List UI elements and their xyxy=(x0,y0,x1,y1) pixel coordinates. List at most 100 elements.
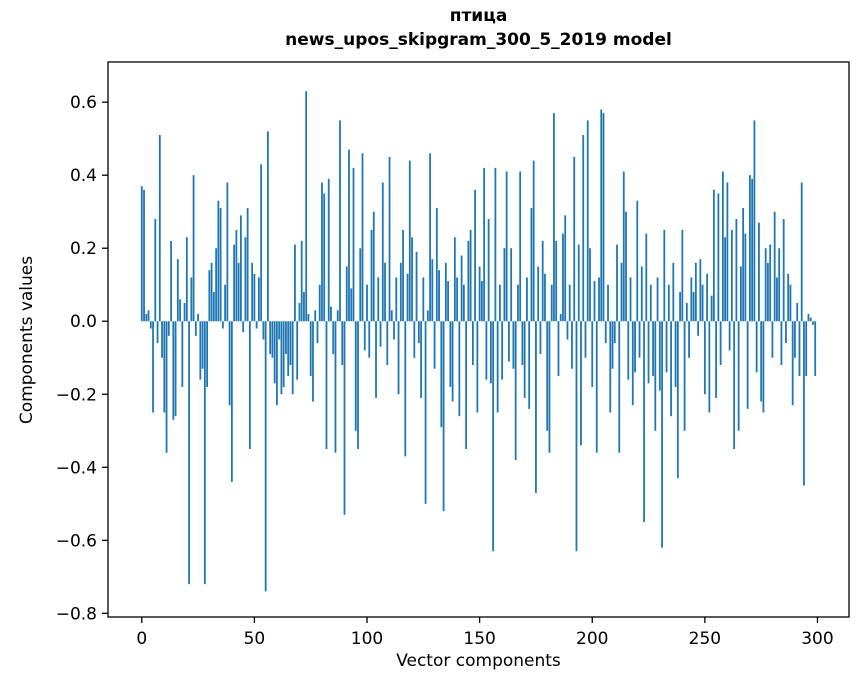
bar xyxy=(339,120,341,322)
bar xyxy=(523,321,526,398)
bar xyxy=(665,321,668,373)
bar xyxy=(546,321,549,431)
bar xyxy=(334,321,337,453)
bar xyxy=(296,321,299,380)
bar xyxy=(499,284,501,322)
bar xyxy=(652,321,654,377)
bar xyxy=(625,211,627,322)
bar xyxy=(785,321,787,344)
chart-title-model: news_upos_skipgram_300_5_2019 model xyxy=(285,30,672,50)
bar xyxy=(307,313,310,322)
bar xyxy=(492,321,495,552)
bar xyxy=(494,167,497,322)
bar xyxy=(656,277,659,322)
bar xyxy=(591,321,594,387)
bar xyxy=(701,284,704,322)
bar xyxy=(158,135,161,322)
bar xyxy=(645,233,648,322)
bar xyxy=(778,248,781,322)
bar xyxy=(764,248,767,322)
bar xyxy=(363,321,366,351)
bar xyxy=(620,262,623,322)
bar xyxy=(239,215,242,322)
bar xyxy=(435,208,438,322)
bar xyxy=(228,321,231,406)
bar xyxy=(602,113,605,322)
bar xyxy=(724,237,727,322)
bar xyxy=(190,277,193,322)
bar xyxy=(172,321,175,420)
bar xyxy=(512,321,515,369)
bar xyxy=(559,313,562,322)
bar xyxy=(751,178,754,322)
bar xyxy=(609,321,612,413)
bar xyxy=(580,321,582,446)
bar xyxy=(327,178,330,322)
bar xyxy=(291,321,294,395)
bar xyxy=(679,292,681,322)
bar xyxy=(769,244,772,322)
bar xyxy=(517,284,519,322)
bar xyxy=(370,229,373,322)
bar xyxy=(462,284,465,322)
bar xyxy=(393,321,395,340)
bar xyxy=(776,277,778,322)
bar xyxy=(402,229,404,322)
bar xyxy=(681,229,684,322)
bar xyxy=(442,321,445,512)
bar xyxy=(753,120,756,322)
bar xyxy=(773,211,776,322)
bar xyxy=(305,91,308,322)
bar xyxy=(735,219,738,322)
bar xyxy=(607,284,609,322)
bar xyxy=(521,321,524,366)
bar xyxy=(352,167,355,322)
bar xyxy=(276,321,278,406)
bar xyxy=(683,321,686,431)
bar xyxy=(194,321,197,336)
bar xyxy=(604,321,607,344)
bar xyxy=(170,240,172,322)
bar xyxy=(350,288,353,322)
bar xyxy=(368,321,371,358)
bar xyxy=(622,171,625,322)
bar xyxy=(399,262,402,322)
bar xyxy=(458,321,461,417)
bar xyxy=(451,321,454,402)
x-axis-label: Vector components xyxy=(396,651,561,671)
y-tick-label: −0.8 xyxy=(56,604,97,624)
bar xyxy=(535,321,537,493)
bar xyxy=(692,292,695,322)
bar xyxy=(357,321,359,450)
x-tick-label: 100 xyxy=(351,629,383,649)
bar xyxy=(589,248,591,322)
bar xyxy=(208,270,211,322)
bar xyxy=(514,321,517,460)
bar xyxy=(377,277,380,322)
bar xyxy=(812,321,814,325)
bar xyxy=(496,321,499,413)
bar xyxy=(156,321,159,344)
bar xyxy=(636,200,639,322)
bar xyxy=(316,321,319,344)
bar xyxy=(699,259,702,322)
bar xyxy=(465,321,468,450)
bar xyxy=(767,262,769,322)
bar xyxy=(809,317,812,322)
bar xyxy=(643,321,645,523)
bar xyxy=(226,182,229,322)
bar xyxy=(710,295,713,322)
bar xyxy=(654,321,657,431)
bar xyxy=(544,273,546,322)
bar xyxy=(476,321,479,413)
bar xyxy=(730,229,733,322)
bar xyxy=(161,321,163,358)
bar xyxy=(501,321,504,380)
bar xyxy=(555,240,558,322)
bar xyxy=(210,262,213,322)
bar xyxy=(258,277,260,322)
bar xyxy=(807,313,810,322)
bar xyxy=(300,240,303,322)
bar xyxy=(762,321,765,413)
